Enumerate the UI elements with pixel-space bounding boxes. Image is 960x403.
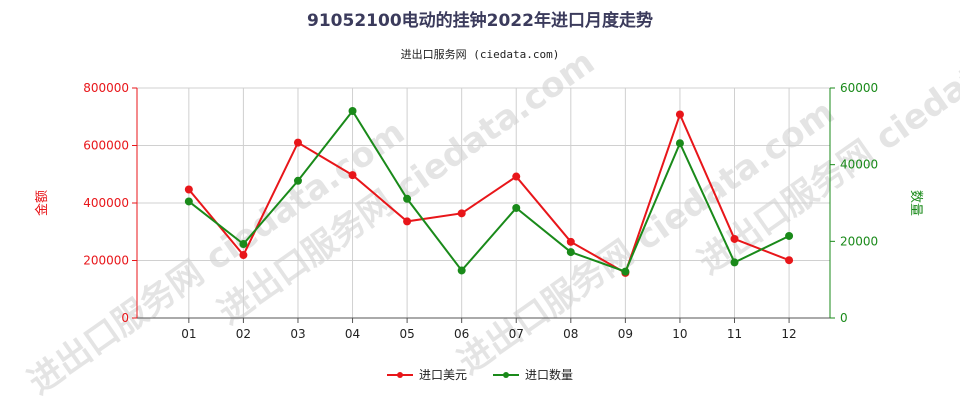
- x-tick-label: 08: [563, 327, 578, 341]
- x-tick-label: 04: [345, 327, 360, 341]
- data-point-0: [730, 234, 739, 243]
- data-point-1: [675, 139, 684, 148]
- data-point-1: [730, 258, 739, 267]
- data-point-0: [512, 172, 521, 181]
- y-left-tick-label: 0: [121, 311, 129, 325]
- data-point-1: [512, 203, 521, 212]
- legend-label-amount: 进口美元: [418, 368, 467, 382]
- y-right-axis-title: 数量: [908, 190, 923, 216]
- data-point-0: [403, 217, 412, 226]
- data-point-0: [785, 256, 794, 265]
- legend-green-line-icon: [493, 369, 519, 381]
- x-tick-label: 09: [618, 327, 633, 341]
- legend: 进口美元 进口数量: [0, 366, 960, 383]
- data-point-1: [403, 194, 412, 203]
- legend-item-amount[interactable]: 进口美元: [386, 366, 467, 383]
- data-point-1: [621, 267, 630, 276]
- y-left-tick-label: 400000: [83, 196, 129, 210]
- data-point-0: [348, 171, 357, 180]
- data-point-0: [675, 110, 684, 119]
- data-point-0: [566, 237, 575, 246]
- x-tick-label: 12: [781, 327, 796, 341]
- data-point-1: [785, 231, 794, 240]
- y-left-tick-label: 800000: [83, 81, 129, 95]
- y-right-tick-label: 60000: [840, 81, 878, 95]
- series-line-1: [188, 109, 790, 273]
- data-point-1: [184, 197, 193, 206]
- legend-label-quantity: 进口数量: [525, 368, 574, 382]
- x-tick-label: 05: [399, 327, 414, 341]
- data-point-1: [293, 176, 302, 185]
- y-right-tick-label: 40000: [840, 158, 878, 172]
- data-point-1: [457, 266, 466, 275]
- x-tick-label: 03: [290, 327, 305, 341]
- data-point-0: [457, 209, 466, 218]
- data-point-1: [566, 248, 575, 257]
- y-right-tick-label: 20000: [840, 234, 878, 248]
- y-left-tick-label: 200000: [83, 254, 129, 268]
- x-tick-label: 07: [509, 327, 524, 341]
- data-point-1: [239, 240, 248, 249]
- y-left-axis-title: 金额: [34, 190, 50, 216]
- data-point-0: [293, 138, 302, 147]
- data-point-0: [184, 185, 193, 194]
- y-left-tick-label: 600000: [83, 139, 129, 153]
- chart-subtitle: 进出口服务网 (ciedata.com): [400, 48, 560, 61]
- data-point-1: [348, 107, 357, 115]
- x-tick-label: 02: [236, 327, 251, 341]
- x-tick-label: 06: [454, 327, 469, 341]
- y-right-tick-label: 0: [840, 311, 848, 325]
- x-tick-label: 01: [181, 327, 196, 341]
- series-line-0: [188, 111, 790, 275]
- data-point-0: [239, 251, 248, 260]
- chart-title: 91052100电动的挂钟2022年进口月度走势: [307, 11, 653, 31]
- legend-item-quantity[interactable]: 进口数量: [493, 366, 573, 383]
- x-tick-label: 10: [672, 327, 687, 341]
- legend-red-line-icon: [386, 369, 413, 381]
- x-tick-label: 11: [727, 327, 742, 341]
